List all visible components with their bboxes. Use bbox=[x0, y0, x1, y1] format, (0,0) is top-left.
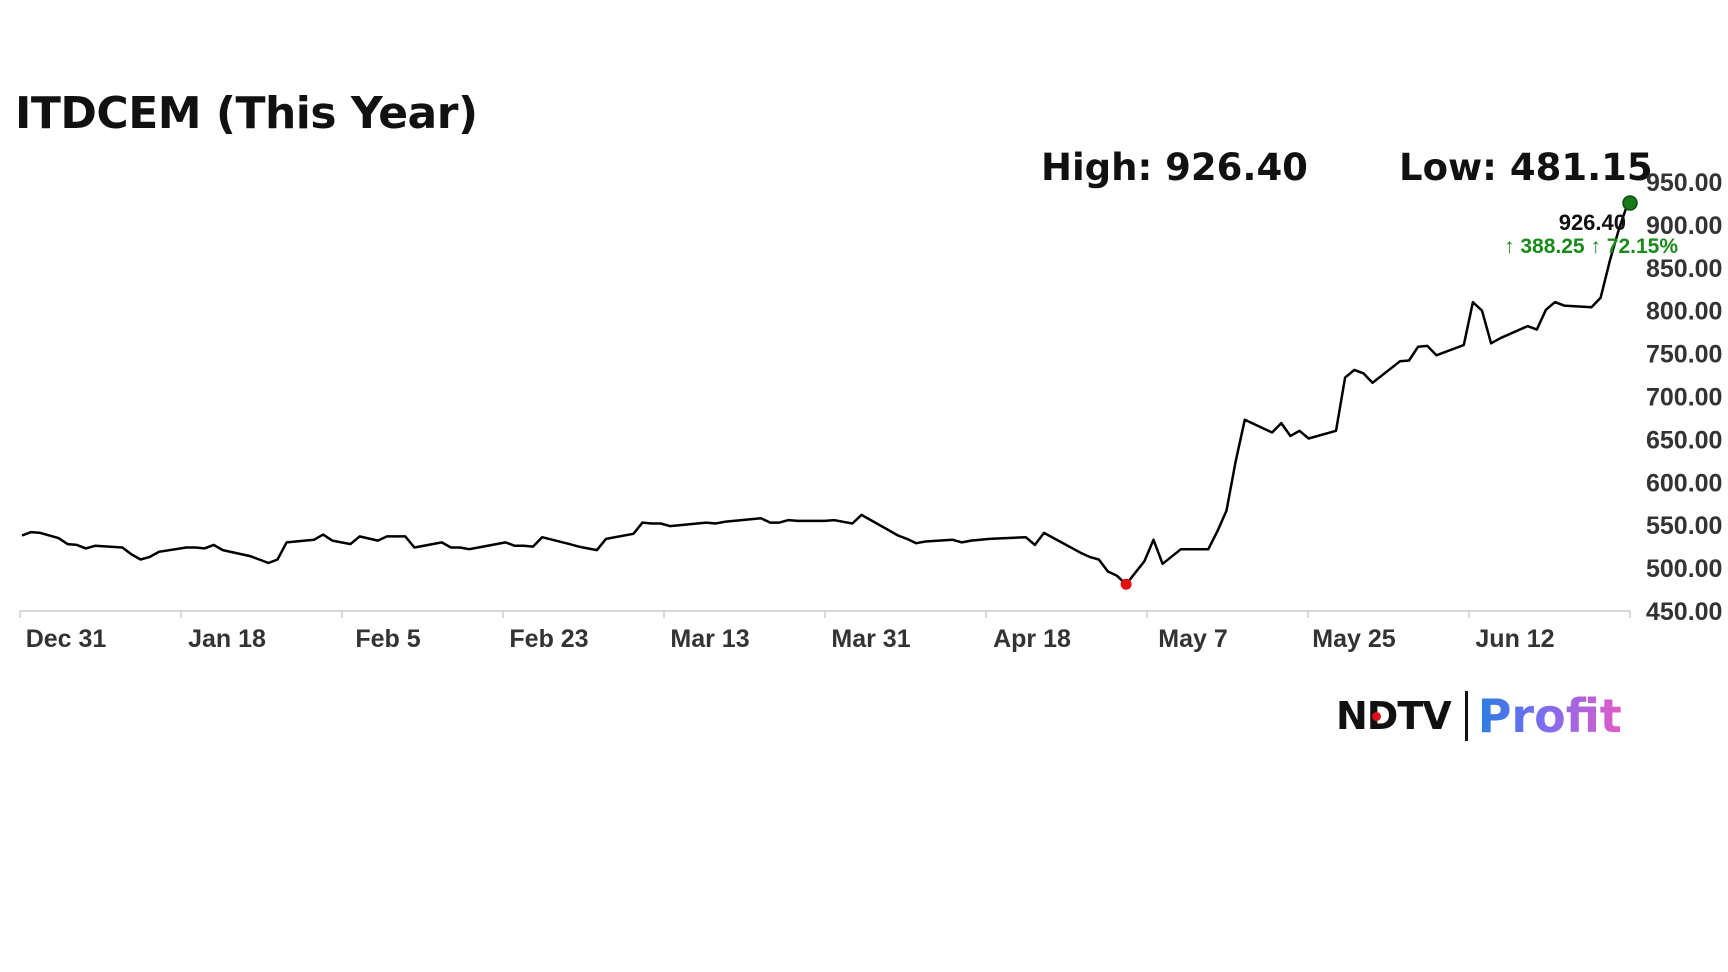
change-label: ↑ 388.25 ↑ 72.15% bbox=[1504, 235, 1678, 258]
ndtv-profit-logo: NDTV Profit bbox=[1336, 689, 1622, 743]
x-tick-label: Jan 18 bbox=[188, 625, 266, 653]
y-tick-label: 650.00 bbox=[1646, 426, 1722, 454]
y-tick-label: 900.00 bbox=[1646, 212, 1722, 240]
low-label: Low: 481.15 bbox=[1399, 146, 1653, 189]
y-tick-label: 950.00 bbox=[1646, 169, 1722, 197]
x-tick-label: May 25 bbox=[1312, 625, 1395, 653]
y-tick-label: 500.00 bbox=[1646, 555, 1722, 583]
y-tick-label: 850.00 bbox=[1646, 255, 1722, 283]
last-price-label: 926.40 bbox=[1559, 210, 1626, 235]
logo-profit: Profit bbox=[1477, 689, 1622, 743]
high-point-marker bbox=[1622, 195, 1638, 211]
high-label: High: 926.40 bbox=[1041, 146, 1308, 189]
chart-title: ITDCEM (This Year) bbox=[15, 88, 478, 139]
y-tick-label: 750.00 bbox=[1646, 341, 1722, 369]
y-tick-label: 600.00 bbox=[1646, 469, 1722, 497]
x-tick-label: Feb 5 bbox=[355, 625, 420, 653]
logo-separator bbox=[1464, 691, 1468, 741]
logo-red-dot bbox=[1372, 712, 1381, 721]
y-tick-label: 550.00 bbox=[1646, 512, 1722, 540]
y-tick-label: 450.00 bbox=[1646, 598, 1722, 626]
y-tick-label: 700.00 bbox=[1646, 384, 1722, 412]
price-series-line bbox=[21, 202, 1630, 586]
x-tick-label: Jun 12 bbox=[1475, 625, 1554, 653]
low-point-marker bbox=[1120, 578, 1132, 590]
x-tick-label: Mar 13 bbox=[670, 625, 749, 653]
y-tick-label: 800.00 bbox=[1646, 298, 1722, 326]
x-tick-label: May 7 bbox=[1158, 625, 1227, 653]
logo-ndtv: NDTV bbox=[1336, 694, 1452, 738]
x-tick-label: Feb 23 bbox=[509, 625, 588, 653]
x-tick-label: Mar 31 bbox=[831, 625, 910, 653]
x-tick-label: Apr 18 bbox=[993, 625, 1071, 653]
x-tick-label: Dec 31 bbox=[26, 625, 107, 653]
